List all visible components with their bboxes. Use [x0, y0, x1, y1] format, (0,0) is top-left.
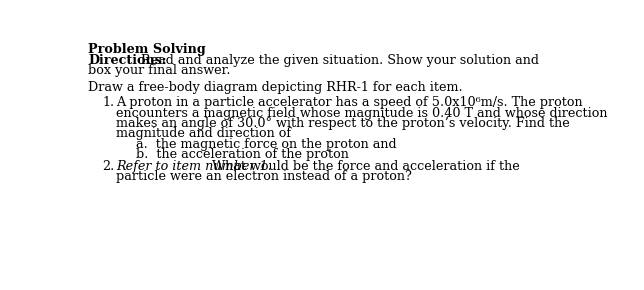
- Text: What would be the force and acceleration if the: What would be the force and acceleration…: [207, 160, 519, 173]
- Text: particle were an electron instead of a proton?: particle were an electron instead of a p…: [116, 170, 412, 183]
- Text: b.  the acceleration of the proton: b. the acceleration of the proton: [137, 148, 349, 161]
- Text: Directions:: Directions:: [88, 54, 167, 67]
- Text: magnitude and direction of: magnitude and direction of: [116, 128, 291, 140]
- Text: Refer to item number 1.: Refer to item number 1.: [116, 160, 272, 173]
- Text: a.  the magnetic force on the proton and: a. the magnetic force on the proton and: [137, 138, 397, 151]
- Text: Draw a free-body diagram depicting RHR-1 for each item.: Draw a free-body diagram depicting RHR-1…: [88, 81, 463, 94]
- Text: Problem Solving: Problem Solving: [88, 43, 206, 56]
- Text: encounters a magnetic field whose magnitude is 0.40 T and whose direction: encounters a magnetic field whose magnit…: [116, 107, 608, 120]
- Text: makes an angle of 30.0° with respect to the proton’s velocity. Find the: makes an angle of 30.0° with respect to …: [116, 117, 570, 130]
- Text: Read and analyze the given situation. Show your solution and: Read and analyze the given situation. Sh…: [137, 54, 539, 67]
- Text: 2.: 2.: [102, 160, 115, 173]
- Text: A proton in a particle accelerator has a speed of 5.0x10⁶m/s. The proton: A proton in a particle accelerator has a…: [116, 96, 583, 109]
- Text: 1.: 1.: [102, 96, 115, 109]
- Text: box your final answer.: box your final answer.: [88, 64, 231, 77]
